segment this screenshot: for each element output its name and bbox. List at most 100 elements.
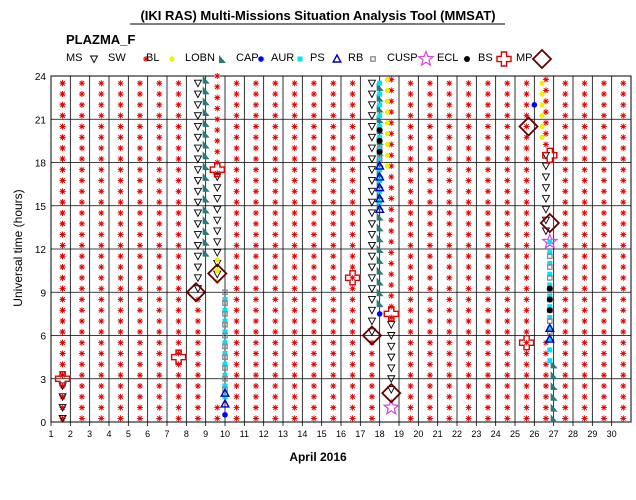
bs-mark (383, 306, 399, 322)
ms-mark (367, 317, 377, 326)
sw-mark (175, 188, 182, 195)
sw-mark (388, 98, 395, 105)
x-tick-label: 10 (220, 429, 230, 439)
sw-mark (407, 134, 414, 141)
sw-mark (59, 404, 66, 411)
sw-mark (78, 112, 85, 119)
sw-mark (272, 80, 279, 87)
ms-mark (387, 353, 396, 362)
sw-mark (252, 145, 259, 152)
sw-mark (78, 209, 85, 216)
sw-mark (98, 382, 105, 389)
sw-mark (233, 145, 240, 152)
sw-mark (388, 76, 395, 83)
sw-mark (562, 80, 569, 87)
sw-mark (310, 145, 317, 152)
sw-mark (214, 94, 221, 101)
legend-label-lobn: LOBN (185, 52, 215, 64)
sw-mark (504, 199, 511, 206)
bs-mark (542, 147, 558, 163)
y-tick-label: 3 (40, 375, 46, 386)
sw-mark (426, 123, 433, 130)
sw-mark (330, 231, 337, 238)
sw-mark (175, 318, 182, 325)
sw-mark (465, 404, 472, 411)
sw-mark (98, 296, 105, 303)
sw-mark (388, 260, 395, 267)
y-tick-label: 18 (35, 159, 47, 170)
sw-mark (581, 177, 588, 184)
aur-mark (222, 307, 228, 313)
sw-mark (523, 350, 530, 357)
sw-mark (620, 372, 627, 379)
sw-mark (484, 393, 491, 400)
sw-mark (349, 350, 356, 357)
sw-mark (562, 264, 569, 271)
sw-mark (156, 91, 163, 98)
sw-mark (156, 372, 163, 379)
aur-mark (547, 304, 553, 310)
sw-mark (620, 404, 627, 411)
sw-mark (310, 404, 317, 411)
sw-mark (310, 199, 317, 206)
sw-mark (310, 350, 317, 357)
sw-mark (252, 296, 259, 303)
sw-mark (117, 145, 124, 152)
bl-mark (384, 141, 390, 148)
sw-mark (600, 177, 607, 184)
sw-mark (368, 361, 375, 368)
sw-mark (349, 296, 356, 303)
sw-mark (349, 361, 356, 368)
sw-mark (426, 361, 433, 368)
sw-mark (156, 112, 163, 119)
sw-mark (562, 350, 569, 357)
sw-mark (59, 361, 66, 368)
lobn-mark (202, 172, 210, 181)
sw-mark (349, 372, 356, 379)
sw-mark (349, 274, 356, 281)
sw-mark (214, 148, 221, 155)
sw-mark (426, 220, 433, 227)
sw-mark (117, 415, 124, 422)
sw-mark (426, 350, 433, 357)
ms-mark (193, 220, 203, 229)
sw-mark (330, 393, 337, 400)
ps-mark (544, 322, 555, 332)
legend-marker-mp (531, 48, 553, 70)
sw-mark (600, 188, 607, 195)
sw-mark (310, 415, 317, 422)
sw-mark (156, 404, 163, 411)
sw-mark (426, 307, 433, 314)
sw-mark (98, 361, 105, 368)
sw-mark (310, 296, 317, 303)
sw-mark (272, 220, 279, 227)
sw-mark (484, 415, 491, 422)
lobn-mark (202, 86, 210, 95)
sw-mark (446, 274, 453, 281)
sw-mark (600, 307, 607, 314)
sw-mark (523, 101, 530, 108)
sw-mark (272, 242, 279, 249)
aur-mark (547, 282, 553, 288)
sw-mark (446, 177, 453, 184)
sw-mark (523, 188, 530, 195)
sw-mark (156, 155, 163, 162)
sw-mark (349, 209, 356, 216)
legend-label-bs: BS (478, 52, 493, 64)
sw-mark (388, 217, 395, 224)
sw-mark (484, 231, 491, 238)
sw-mark (291, 274, 298, 281)
sw-mark (272, 199, 279, 206)
legend-marker-ms (89, 55, 99, 64)
sw-mark (407, 264, 414, 271)
sw-mark (330, 123, 337, 130)
sw-mark (504, 209, 511, 216)
aur-mark (222, 361, 228, 367)
aur-mark (547, 325, 553, 331)
sw-mark (98, 350, 105, 357)
sw-mark (175, 231, 182, 238)
x-tick-label: 11 (240, 429, 249, 439)
lobn-mark (202, 205, 210, 214)
sw-mark (349, 112, 356, 119)
lobn-mark (550, 371, 558, 380)
